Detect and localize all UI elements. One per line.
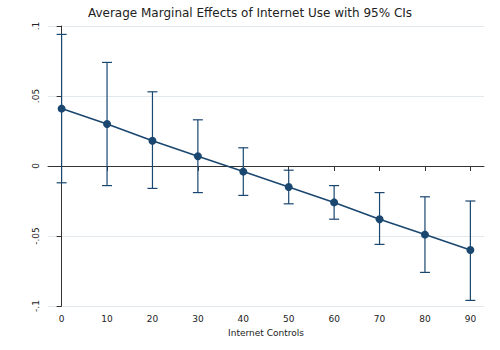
svg-text:30: 30: [192, 314, 204, 324]
svg-text:40: 40: [238, 314, 250, 324]
svg-text:50: 50: [283, 314, 295, 324]
svg-text:20: 20: [147, 314, 159, 324]
svg-text:.05: .05: [31, 89, 41, 103]
svg-text:80: 80: [419, 314, 431, 324]
svg-text:.1: .1: [31, 22, 41, 31]
svg-text:10: 10: [101, 314, 113, 324]
svg-text:60: 60: [328, 314, 340, 324]
svg-text:90: 90: [465, 314, 477, 324]
svg-text:0: 0: [31, 163, 41, 169]
svg-text:0: 0: [59, 314, 65, 324]
svg-text:70: 70: [374, 314, 386, 324]
svg-text:Internet Controls: Internet Controls: [228, 328, 304, 338]
svg-text:Average Marginal Effects of In: Average Marginal Effects of Internet Use…: [88, 6, 412, 20]
svg-text:-.05: -.05: [31, 227, 41, 245]
svg-text:-.1: -.1: [31, 300, 41, 312]
